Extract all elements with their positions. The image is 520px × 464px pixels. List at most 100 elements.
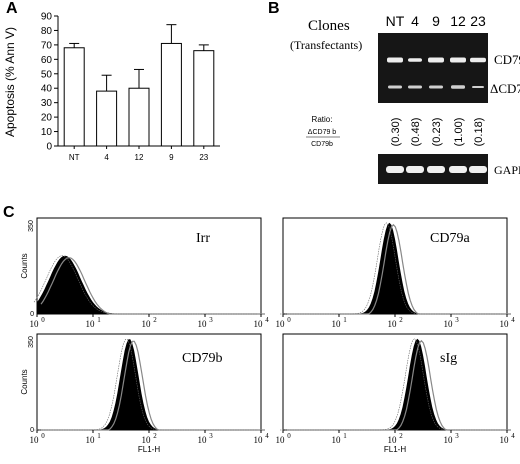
bar-chart-y-tick-label: 80 <box>41 26 53 37</box>
bar-chart-x-axis: NT 4 12 9 23 <box>69 146 209 162</box>
histogram-x-tick-base: 10 <box>276 435 286 445</box>
histogram-x-tick-exp: 3 <box>455 316 459 324</box>
histogram-x-tick-base: 10 <box>276 319 286 329</box>
gel-lane-label: NT <box>386 13 405 29</box>
histogram-x-tick-base: 10 <box>388 435 398 445</box>
bar-chart-y-tick-label: 40 <box>41 84 53 95</box>
histogram-x-tick-exp: 0 <box>41 432 45 440</box>
histogram-label: CD79a <box>430 231 470 246</box>
histogram-x-tick-base: 10 <box>30 319 40 329</box>
histogram-x-tick-base: 10 <box>198 435 208 445</box>
histogram-x-tick-base: 10 <box>142 435 152 445</box>
histogram-y-tick-label: 350 <box>28 336 35 348</box>
gapdh-label: GAPDH <box>494 163 520 177</box>
bar-chart-category-label: 12 <box>135 153 144 162</box>
histogram-x-tick-exp: 2 <box>399 316 403 324</box>
band-cd79b <box>387 57 403 63</box>
gel-ratio-value: (0.48) <box>410 118 422 147</box>
gel-lane-labels: NT 4 9 12 23 <box>386 13 486 29</box>
histogram-x-tick-base: 10 <box>332 435 342 445</box>
histogram-x-tick-base: 10 <box>142 319 152 329</box>
band-cd79b <box>408 58 422 62</box>
band-cd79b <box>428 57 444 63</box>
histogram-dotted <box>280 338 504 431</box>
histogram-xlabel: FL1-H <box>384 445 406 454</box>
histogram-x-tick-exp: 3 <box>209 432 213 440</box>
gel-ratio-value: (1.00) <box>453 118 465 147</box>
histogram-filled <box>37 255 261 314</box>
histogram-x-tick-exp: 3 <box>455 432 459 440</box>
band-delta-cd79b <box>472 86 484 88</box>
gel-ratio-value: (0.18) <box>473 118 485 147</box>
histogram-filled <box>283 222 507 314</box>
bar-chart-y-tick-label: 90 <box>41 12 53 23</box>
histogram-x-tick-exp: 1 <box>97 316 101 324</box>
histogram-x-tick-exp: 4 <box>265 432 269 440</box>
band-delta-cd79b <box>451 85 465 89</box>
histogram-x-tick-base: 10 <box>500 319 510 329</box>
ratio-label-numerator: ΔCD79 b <box>308 129 337 136</box>
histogram-x-tick-base: 10 <box>254 319 264 329</box>
gel-ratio-value: (0.30) <box>390 118 402 147</box>
gel-lane-label: 12 <box>450 13 466 29</box>
bar <box>63 47 85 147</box>
histogram-x-tick-exp: 1 <box>343 316 347 324</box>
gel-ratios: (0.30) (0.48) (0.23) (1.00) (0.18) <box>390 118 485 147</box>
bar-chart-y-tick-label: 50 <box>41 69 53 80</box>
histogram-x-tick-exp: 2 <box>153 316 157 324</box>
bar-chart-category-label: 9 <box>169 153 174 162</box>
band-gapdh <box>406 166 424 173</box>
histogram-x-tick-base: 10 <box>444 319 454 329</box>
histogram-label: sIg <box>440 351 457 366</box>
histogram-x-tick-base: 10 <box>30 435 40 445</box>
bar-chart-y-tick-label: 60 <box>41 55 53 66</box>
histogram-dotted <box>34 339 258 431</box>
histogram-ylabel: Counts <box>20 253 29 278</box>
bar <box>160 42 182 147</box>
bar-chart-ylabel: Apoptosis (% Ann V) <box>3 27 17 137</box>
apoptosis-bar-chart: Apoptosis (% Ann V) 0 10 20 30 40 50 60 70 80 90 … <box>3 12 220 162</box>
panel-letter-c: C <box>3 204 15 221</box>
bar-chart-y-tick-label: 10 <box>41 127 53 138</box>
gel-bands-top <box>387 57 486 89</box>
histogram-x-tick-base: 10 <box>86 319 96 329</box>
histogram-x-tick-base: 10 <box>500 435 510 445</box>
bar-chart-category-label: 4 <box>104 153 109 162</box>
clones-title: Clones <box>308 18 350 34</box>
histogram-x-tick-base: 10 <box>444 435 454 445</box>
histogram-ylabel: Counts <box>20 369 29 394</box>
bar <box>193 50 215 147</box>
bar-chart-y-tick-label: 0 <box>46 142 52 153</box>
gel-top <box>378 33 488 103</box>
panel-letter-b: B <box>268 0 280 17</box>
ratio-label: Ratio: <box>312 115 333 124</box>
band-label-cd79b: CD79b <box>494 52 520 67</box>
histogram-x-tick-base: 10 <box>332 319 342 329</box>
histogram-xlabel: FL1-H <box>138 445 160 454</box>
band-gapdh <box>427 166 445 173</box>
bar-chart-y-tick-label: 30 <box>41 98 53 109</box>
bar-chart-y-tick-label: 20 <box>41 113 53 124</box>
band-delta-cd79b <box>388 85 402 89</box>
histogram-label: CD79b <box>182 351 222 366</box>
clones-subtitle: (Transfectants) <box>290 38 363 52</box>
histogram-dotted <box>280 222 504 315</box>
band-cd79b <box>470 57 486 63</box>
bar-chart-y-tick-label: 70 <box>41 40 53 51</box>
histogram-x-tick-exp: 4 <box>265 316 269 324</box>
band-gapdh <box>386 166 404 173</box>
histogram-label: Irr <box>196 231 210 246</box>
gel-bands-gapdh <box>386 166 487 173</box>
histogram-x-tick-exp: 0 <box>41 316 45 324</box>
band-gapdh <box>449 166 467 173</box>
gel-lane-label: 4 <box>411 13 419 29</box>
band-delta-cd79b <box>408 85 422 89</box>
ratio-label-denominator: CD79b <box>311 141 333 148</box>
histogram-overlay <box>40 257 265 315</box>
